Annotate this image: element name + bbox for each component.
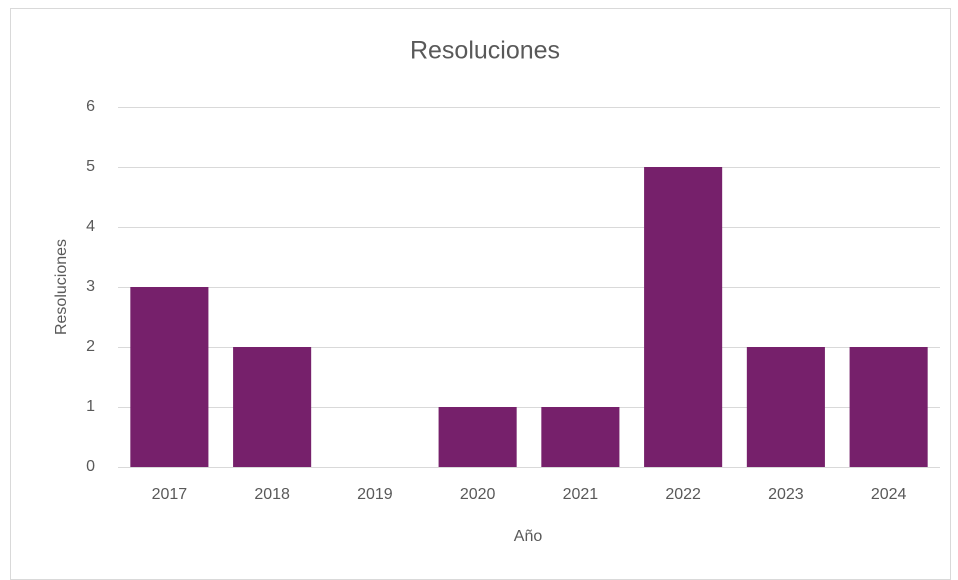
- y-tick-label: 4: [86, 218, 95, 235]
- chart-title: Resoluciones: [410, 37, 560, 65]
- y-tick-label: 5: [86, 158, 95, 175]
- x-tick-label: 2021: [563, 486, 599, 503]
- y-tick-label: 0: [86, 458, 95, 475]
- x-tick-label: 2020: [460, 486, 496, 503]
- x-tick-label: 2018: [254, 486, 290, 503]
- y-tick-label: 6: [86, 98, 95, 115]
- x-axis-label: Año: [514, 528, 543, 545]
- x-tick-label: 2022: [665, 486, 701, 503]
- x-tick-label: 2024: [871, 486, 907, 503]
- bar: [438, 407, 517, 467]
- x-tick-label: 2019: [357, 486, 393, 503]
- bar: [746, 347, 825, 467]
- y-axis-label: Resoluciones: [53, 239, 70, 335]
- x-tick-label: 2023: [768, 486, 804, 503]
- bar: [541, 407, 620, 467]
- bar: [233, 347, 312, 467]
- bar: [130, 287, 209, 467]
- y-tick-label: 1: [86, 398, 95, 415]
- y-tick-label: 2: [86, 338, 95, 355]
- x-tick-label: 2017: [152, 486, 188, 503]
- bar: [644, 167, 723, 467]
- bar: [849, 347, 928, 467]
- y-tick-label: 3: [86, 278, 95, 295]
